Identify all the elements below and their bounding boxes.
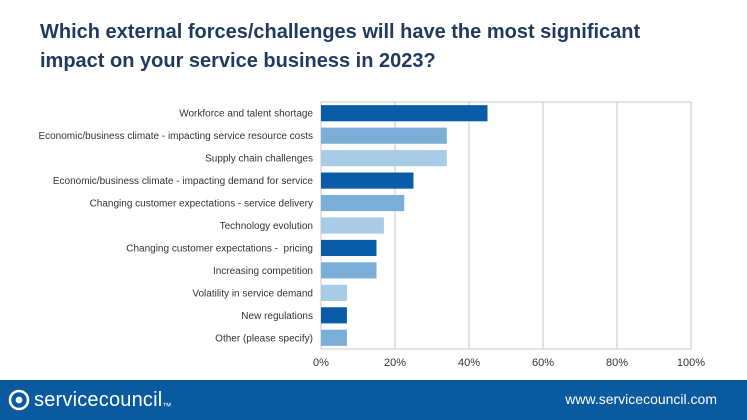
chart-title: Which external forces/challenges will ha… xyxy=(40,18,680,76)
category-label-1: Workforce and talent shortage xyxy=(179,109,313,120)
category-label-8: Increasing competition xyxy=(213,266,313,277)
category-label-6: Technology evolution xyxy=(220,221,313,232)
x-tick-label-100: 100% xyxy=(677,357,705,369)
brand-name: servicecouncil xyxy=(34,388,163,411)
category-label-7: Changing customer expectations - pricing xyxy=(126,243,313,254)
x-tick-label-40: 40% xyxy=(458,357,480,369)
category-label-2: Economic/business climate - impacting se… xyxy=(38,131,313,142)
x-tick-label-60: 60% xyxy=(532,357,554,369)
bar-3 xyxy=(321,150,447,167)
category-label-10: New regulations xyxy=(241,311,313,322)
category-label-4: Economic/business climate - impacting de… xyxy=(53,176,314,187)
trademark-symbol: ™ xyxy=(162,401,172,411)
bar-10 xyxy=(321,307,347,324)
bar-chart: Workforce and talent shortage Economic/bu… xyxy=(38,101,705,369)
bar-11 xyxy=(321,329,347,346)
bar-5 xyxy=(321,194,405,212)
category-label-3: Supply chain challenges xyxy=(205,154,313,165)
chart-title-line-1: Which external forces/challenges will ha… xyxy=(40,21,641,43)
bar-4 xyxy=(321,172,414,189)
category-label-5: Changing customer expectations - service… xyxy=(90,199,313,210)
servicecouncil-logo-icon xyxy=(8,389,30,411)
bar-1 xyxy=(321,105,488,122)
bar-2 xyxy=(321,127,447,144)
category-label-9: Volatility in service demand xyxy=(192,288,313,299)
chart-title-line-2: impact on your service business in 2023? xyxy=(40,50,436,72)
brand-logo[interactable]: servicecouncil ™ xyxy=(8,387,171,413)
x-tick-label-20: 20% xyxy=(384,357,406,369)
bar-7 xyxy=(321,239,377,257)
bar-8 xyxy=(321,262,377,279)
x-tick-label-0: 0% xyxy=(313,357,329,369)
bar-9 xyxy=(321,284,347,301)
category-label-11: Other (please specify) xyxy=(215,333,313,344)
website-url[interactable]: www.servicecouncil.com xyxy=(565,391,717,407)
bar-6 xyxy=(321,217,384,234)
x-tick-label-80: 80% xyxy=(606,357,628,369)
footer-bar: servicecouncil ™ www.servicecouncil.com xyxy=(0,380,747,420)
